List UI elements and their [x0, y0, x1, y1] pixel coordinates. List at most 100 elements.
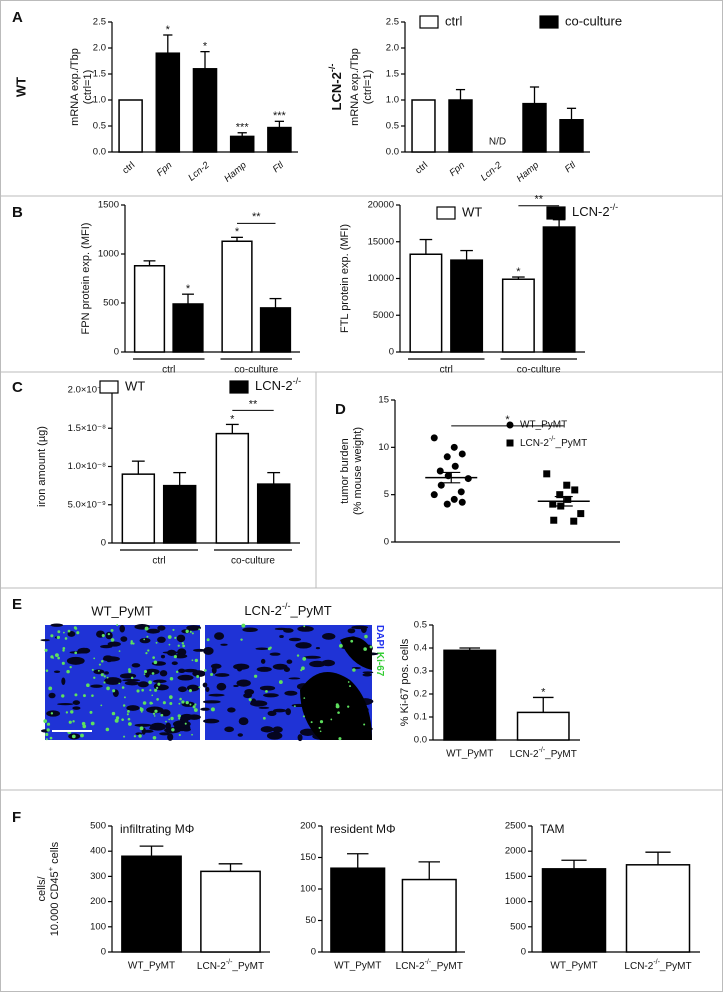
- ki67-spot: [145, 652, 148, 655]
- tissue-gap: [233, 663, 250, 670]
- ki67-spot: [101, 633, 105, 638]
- chart-title: resident MΦ: [330, 822, 396, 836]
- y-tick-label: 2.5: [386, 17, 399, 28]
- ki67-spot: [155, 641, 158, 644]
- chart-title: TAM: [540, 822, 564, 836]
- tissue-gap: [288, 677, 301, 680]
- ki67-spot: [130, 676, 134, 680]
- significance: *: [516, 266, 521, 278]
- legend-swatch: [419, 15, 439, 29]
- ki67-spot: [350, 639, 354, 643]
- tissue-gap: [258, 706, 270, 709]
- y-tick-label: 0: [389, 347, 394, 358]
- tissue-gap: [360, 625, 367, 634]
- legend-label: ctrl: [445, 13, 462, 28]
- tissue-gap: [66, 656, 85, 665]
- ki67-spot: [303, 697, 306, 699]
- tissue-gap: [211, 666, 217, 674]
- tissue-gap: [244, 688, 255, 696]
- y-tick-label: 5.0×10⁻⁹: [68, 499, 106, 510]
- ki67-spot: [106, 686, 110, 691]
- data-point: [457, 488, 465, 496]
- channel-label: DAPI: [374, 625, 385, 649]
- data-point: [458, 498, 466, 506]
- ki67-spot: [74, 651, 78, 655]
- tissue-gap: [255, 647, 269, 651]
- bar: [256, 483, 291, 544]
- x-tick-label: WT_PyMT: [334, 961, 381, 972]
- bar: [411, 99, 436, 153]
- y-tick-label: 0: [101, 947, 106, 958]
- tissue-gap: [146, 628, 160, 634]
- tissue-gap: [122, 679, 141, 682]
- tissue-gap: [263, 693, 279, 698]
- ki67-spot: [210, 673, 214, 677]
- y-tick-label: 200: [300, 821, 316, 832]
- significance: *: [230, 413, 235, 425]
- tissue-gap: [272, 663, 288, 670]
- x-tick-label: Ftl: [563, 159, 579, 175]
- ki67-spot: [157, 682, 161, 686]
- bar: [121, 855, 182, 953]
- data-point: [577, 510, 585, 518]
- bar: [501, 278, 535, 353]
- x-tick-label: Lcn-2: [479, 159, 505, 183]
- ki67-spot: [191, 632, 194, 635]
- data-point: [450, 495, 458, 503]
- ki67-spot: [253, 674, 258, 678]
- x-tick-label: WT_PyMT: [550, 961, 597, 972]
- tissue-gap: [167, 733, 174, 741]
- tissue-gap: [216, 682, 227, 691]
- tissue-gap: [40, 639, 50, 642]
- bar: [409, 253, 443, 353]
- tissue-gap: [61, 677, 66, 686]
- ki67-spot: [169, 695, 173, 699]
- ki67-spot: [128, 669, 132, 673]
- tissue-gap: [200, 707, 210, 711]
- ki67-spot: [50, 655, 54, 659]
- ki67-spot: [105, 727, 110, 732]
- y-tick-label: 1.5: [386, 69, 399, 80]
- ki67-spot: [121, 718, 124, 721]
- tissue-gap: [309, 660, 326, 668]
- ki67-spot: [143, 669, 148, 674]
- ki67-spot: [152, 656, 155, 659]
- ki67-spot: [178, 733, 181, 737]
- ki67-spot: [177, 644, 180, 647]
- tissue-void: [340, 636, 372, 670]
- x-tick-label: Fpn: [155, 160, 175, 179]
- ki67-spot: [139, 707, 142, 709]
- ki67-spot: [198, 686, 201, 689]
- y-tick-label: 10: [378, 442, 389, 453]
- tissue-gap: [192, 670, 206, 677]
- tissue-gap: [155, 684, 169, 691]
- data-point: [458, 450, 466, 458]
- data-point: [443, 453, 451, 461]
- y-axis-label: iron amount (µg): [36, 426, 48, 507]
- legend-label: WT: [125, 378, 145, 393]
- tissue-gap: [179, 716, 189, 723]
- ki67-spot: [278, 680, 283, 684]
- ki67-spot: [45, 732, 49, 737]
- ki67-spot: [45, 669, 49, 672]
- tissue-gap: [283, 628, 294, 633]
- ki67-spot: [175, 670, 179, 674]
- data-point: [563, 481, 571, 489]
- ki67-spot: [156, 686, 159, 689]
- micrograph: [200, 623, 379, 742]
- ki67-spot: [133, 735, 137, 738]
- ki67-spot: [173, 655, 177, 659]
- ki67-spot: [301, 666, 305, 671]
- y-tick-label: 0: [521, 947, 526, 958]
- ki67-spot: [43, 719, 48, 723]
- significance: *: [203, 41, 208, 53]
- data-point: [437, 481, 445, 489]
- ki67-spot: [65, 711, 69, 714]
- ki67-spot: [142, 701, 147, 705]
- significance: *: [166, 24, 171, 36]
- ki67-spot: [139, 726, 144, 731]
- data-point: [443, 500, 451, 508]
- ki67-spot: [151, 694, 154, 697]
- tissue-gap: [214, 673, 230, 677]
- ki67-spot: [103, 681, 106, 684]
